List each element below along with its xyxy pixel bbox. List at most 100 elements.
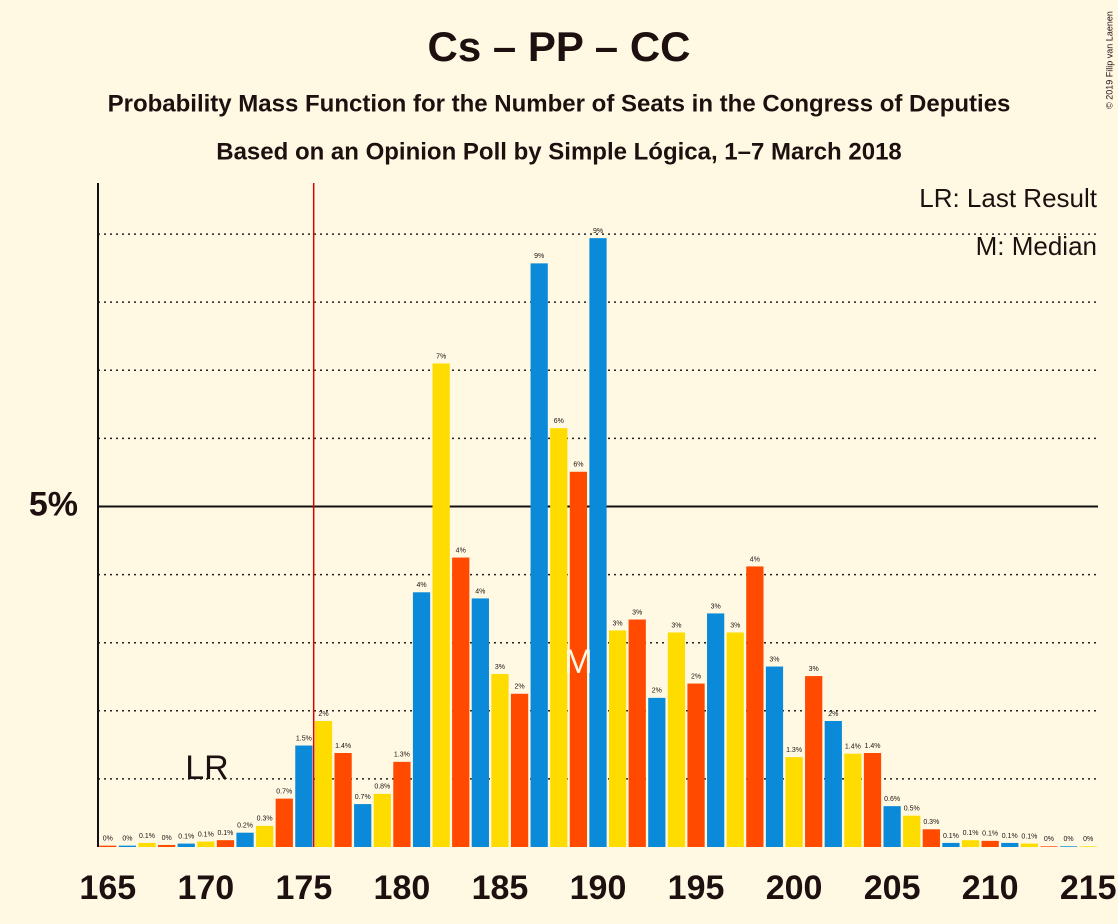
x-tick-label: 200	[766, 869, 823, 907]
data-label: 0%	[103, 835, 113, 842]
data-label: 2%	[318, 711, 328, 718]
bar	[569, 471, 588, 847]
median-label: M	[564, 643, 592, 681]
copyright: © 2019 Filip van Laenen	[1104, 11, 1114, 109]
bar	[628, 619, 646, 847]
data-label: 2%	[691, 673, 701, 680]
chart-subtitle: Probability Mass Function for the Number…	[108, 90, 1011, 117]
data-label: 0%	[162, 835, 172, 842]
data-label: 3%	[632, 609, 642, 616]
bar	[118, 845, 137, 847]
bar	[981, 840, 999, 847]
data-label: 7%	[436, 353, 446, 360]
data-label: 0.6%	[884, 796, 900, 803]
x-tick-label: 175	[276, 869, 333, 907]
x-tick-label: 165	[79, 869, 136, 907]
x-tick-label: 170	[177, 869, 234, 907]
bar	[432, 363, 450, 847]
data-label: 0%	[122, 835, 132, 842]
data-label: 3%	[495, 664, 505, 671]
bar	[354, 804, 372, 847]
bar	[256, 825, 274, 847]
chart-title: Cs – PP – CC	[427, 23, 690, 70]
bar	[471, 598, 489, 847]
y-tick-label: 5%	[29, 485, 78, 523]
data-label: 0%	[1044, 836, 1054, 843]
bar	[805, 676, 823, 847]
bar	[177, 843, 195, 847]
last-result-label: LR	[185, 749, 228, 787]
x-tick-label: 215	[1060, 869, 1117, 907]
data-label: 0.1%	[217, 830, 233, 837]
x-tick-label: 195	[668, 869, 725, 907]
data-label: 6%	[554, 418, 564, 425]
bar	[197, 841, 215, 847]
data-label: 0.1%	[1002, 833, 1018, 840]
data-label: 3%	[671, 622, 681, 629]
x-tick-label: 190	[570, 869, 627, 907]
data-label: 1.4%	[335, 743, 351, 750]
data-label: 1.3%	[394, 752, 410, 759]
x-tick-label: 180	[374, 869, 431, 907]
data-label: 0.1%	[1021, 833, 1037, 840]
data-label: 0.3%	[923, 819, 939, 826]
data-label: 3%	[730, 622, 740, 629]
bar	[334, 753, 352, 847]
bar	[608, 630, 627, 847]
bar	[883, 806, 901, 847]
data-label: 9%	[534, 253, 544, 260]
data-label: 2%	[652, 688, 662, 695]
legend-entry: M: Median	[976, 231, 1097, 261]
data-label: 3%	[809, 666, 819, 673]
data-label: 1.4%	[865, 743, 881, 750]
data-label: 0.7%	[276, 788, 292, 795]
bar	[1040, 846, 1058, 847]
data-label: 0.8%	[374, 784, 390, 791]
bar	[99, 845, 117, 847]
bar	[412, 592, 431, 847]
bar	[1059, 846, 1078, 847]
bar	[314, 721, 333, 847]
bar	[236, 832, 254, 847]
data-label: 3%	[769, 656, 779, 663]
bar	[667, 632, 686, 847]
data-label: 0.1%	[139, 833, 155, 840]
bar	[138, 842, 156, 847]
bar	[903, 815, 921, 847]
bar	[922, 829, 940, 847]
bar	[726, 632, 744, 847]
data-label: 2%	[515, 684, 525, 691]
data-label: 2%	[828, 711, 838, 718]
data-label: 0.1%	[198, 831, 214, 838]
bar	[687, 683, 705, 847]
data-label: 0.1%	[963, 830, 979, 837]
bar	[1001, 842, 1019, 847]
bar	[942, 842, 960, 847]
data-label: 1.3%	[786, 747, 802, 754]
bar	[530, 263, 548, 847]
legend-entry: LR: Last Result	[919, 183, 1098, 213]
data-label: 0%	[1064, 836, 1074, 843]
data-label: 0.2%	[237, 823, 253, 830]
bar	[824, 721, 842, 847]
bar	[216, 840, 235, 847]
data-label: 4%	[416, 582, 426, 589]
data-label: 0.1%	[178, 833, 194, 840]
bar	[589, 238, 607, 847]
bar	[746, 566, 764, 847]
data-label: 1.4%	[845, 744, 861, 751]
data-label: 3%	[711, 603, 721, 610]
bar	[491, 674, 509, 847]
data-label: 0.5%	[904, 806, 920, 813]
data-label: 0.7%	[355, 794, 371, 801]
data-label: 6%	[573, 462, 583, 469]
data-label: 0.3%	[257, 816, 273, 823]
bar	[863, 753, 882, 847]
x-tick-label: 205	[864, 869, 921, 907]
bar	[550, 428, 568, 847]
bar	[510, 693, 529, 847]
x-tick-label: 210	[962, 869, 1019, 907]
bar	[1079, 846, 1097, 847]
